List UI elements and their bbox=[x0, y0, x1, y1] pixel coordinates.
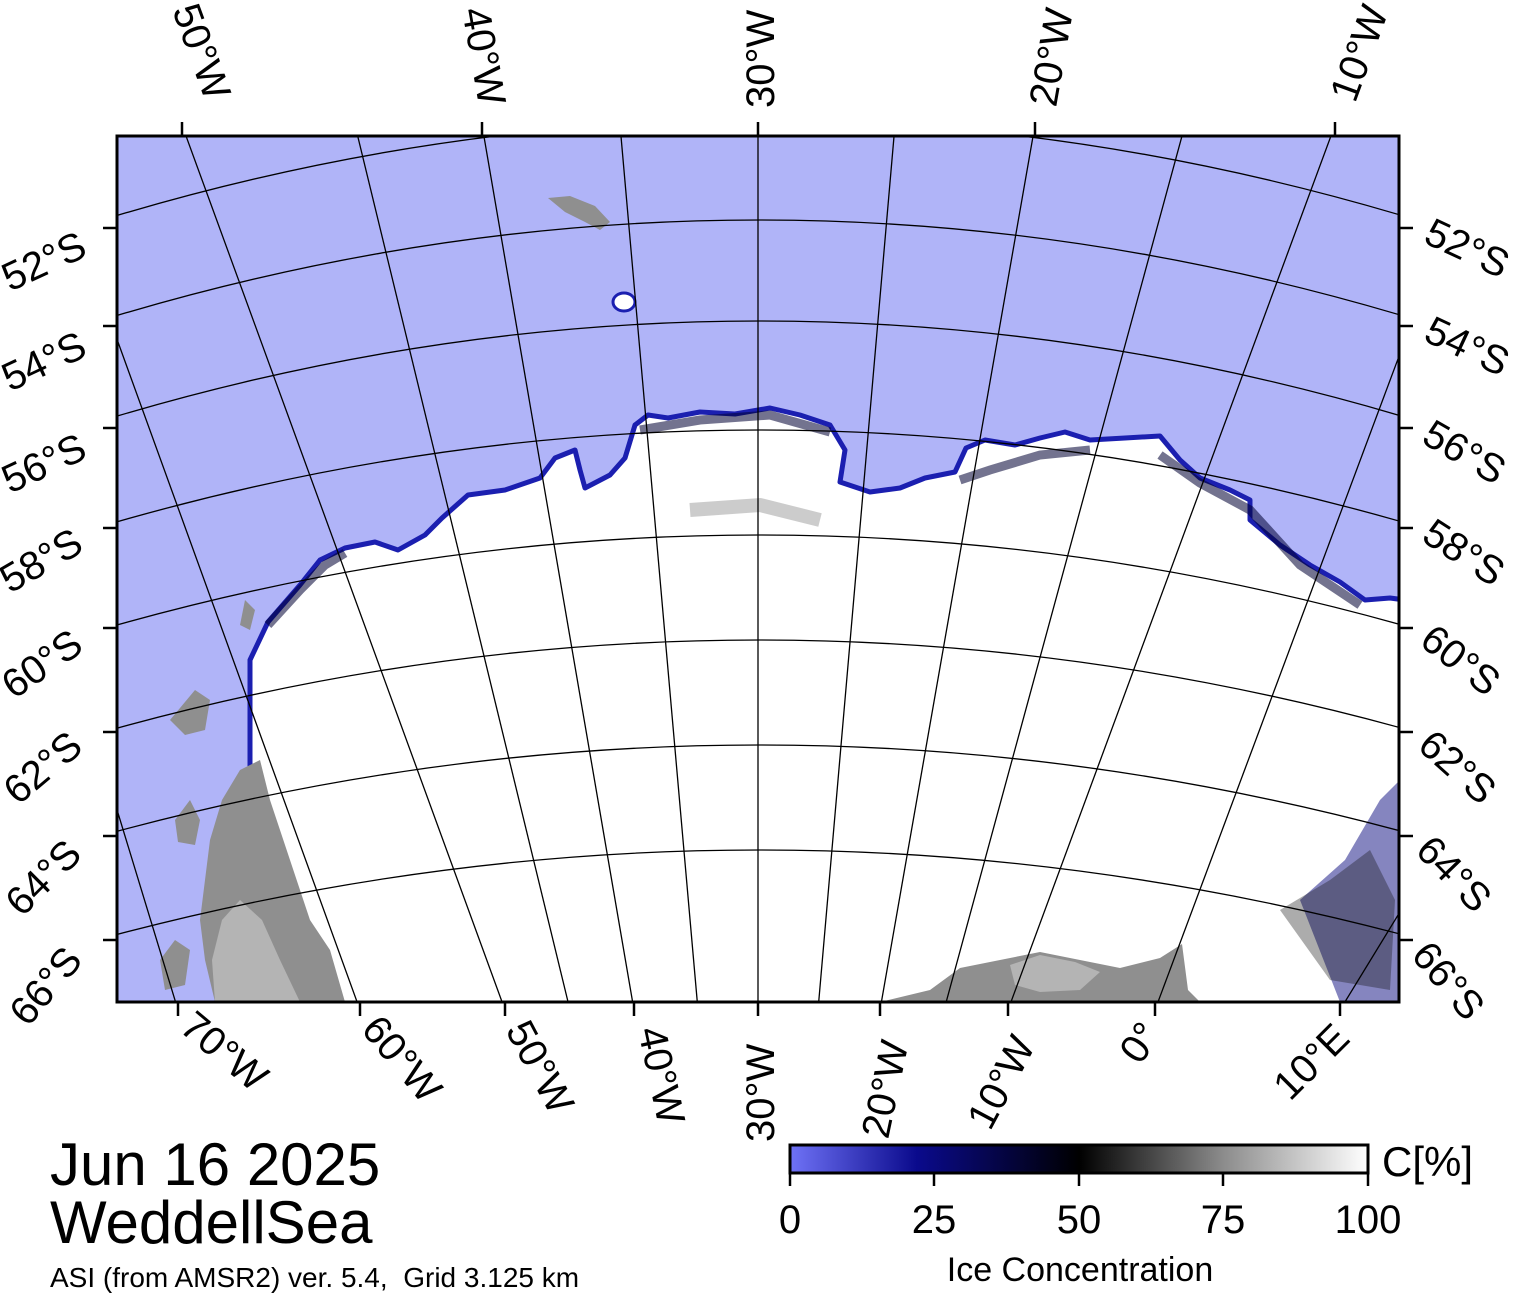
left-label-52S: 52°S bbox=[0, 223, 93, 300]
marginal-ice-east-dark bbox=[1280, 850, 1395, 990]
bottom-label-10W: 10°W bbox=[959, 1029, 1044, 1137]
left-label-66S: 66°S bbox=[1, 939, 91, 1034]
bottom-label-0: 0° bbox=[1111, 1015, 1169, 1072]
bottom-label-20W: 20°W bbox=[854, 1036, 918, 1141]
right-label-64S: 64°S bbox=[1408, 828, 1500, 921]
meridian-10W bbox=[1010, 136, 1332, 1002]
meridian-extra-1 bbox=[357, 136, 569, 1002]
colorbar-unit: C[%] bbox=[1382, 1138, 1474, 1185]
top-label-20W: 20°W bbox=[1022, 5, 1082, 110]
left-label-54S: 54°S bbox=[0, 323, 93, 400]
meridian-10E bbox=[1344, 912, 1399, 1002]
colorbar-tick-25: 25 bbox=[911, 1198, 957, 1242]
colorbar-tick-75: 75 bbox=[1200, 1198, 1246, 1242]
right-label-58S: 58°S bbox=[1415, 511, 1512, 595]
parallel-56S bbox=[117, 219, 1399, 317]
product-info: ASI (from AMSR2) ver. 5.4, Grid 3.125 km bbox=[50, 1262, 580, 1293]
top-label-30W: 30°W bbox=[739, 10, 783, 108]
right-label-56S: 56°S bbox=[1416, 412, 1513, 494]
colorbar-tick-100: 100 bbox=[1334, 1198, 1402, 1242]
colorbar-tick-0: 0 bbox=[778, 1198, 802, 1242]
bottom-label-30W: 30°W bbox=[739, 1044, 783, 1142]
left-label-56S: 56°S bbox=[0, 425, 93, 502]
colorbar bbox=[788, 1143, 1370, 1175]
sea-ice bbox=[247, 405, 1399, 1002]
top-label-40W: 40°W bbox=[453, 4, 513, 109]
parallel-58S bbox=[117, 320, 1399, 417]
meridian-50W bbox=[185, 136, 503, 1002]
peninsula-islands bbox=[160, 600, 255, 990]
dronning-maud-ice-shelf bbox=[1010, 955, 1100, 992]
left-label-64S: 64°S bbox=[0, 832, 90, 925]
parallel-62S bbox=[117, 534, 1399, 626]
right-label-62S: 62°S bbox=[1410, 722, 1504, 813]
meridian-0 bbox=[1157, 354, 1399, 1002]
meridian-40W bbox=[483, 136, 634, 1002]
meridian-70W bbox=[117, 807, 177, 1002]
parallel-64S bbox=[117, 639, 1399, 729]
colorbar-label: Ice Concentration bbox=[946, 1251, 1214, 1289]
meridian-60W bbox=[117, 337, 358, 1002]
right-label-60S: 60°S bbox=[1412, 616, 1508, 704]
bottom-label-60W: 60°W bbox=[353, 1008, 450, 1112]
south-sandwich-ice bbox=[611, 291, 637, 313]
parallel-68S bbox=[117, 849, 1399, 936]
left-label-62S: 62°S bbox=[0, 723, 91, 813]
parallel-60S bbox=[117, 429, 1399, 523]
left-label-58S: 58°S bbox=[0, 520, 90, 602]
marginal-ice-east bbox=[1300, 781, 1399, 1002]
top-label-50W: 50°W bbox=[164, 0, 239, 106]
meridian-extra-4 bbox=[945, 136, 1183, 1002]
bottom-label-40W: 40°W bbox=[629, 1023, 693, 1128]
region-name: WeddellSea bbox=[50, 1189, 373, 1256]
parallel-66S bbox=[117, 744, 1399, 833]
bottom-label-10E: 10°E bbox=[1265, 1016, 1358, 1109]
south-georgia bbox=[548, 196, 610, 230]
colorbar-tick-50: 50 bbox=[1056, 1198, 1102, 1242]
map-date: Jun 16 2025 bbox=[50, 1131, 381, 1198]
left-label-60S: 60°S bbox=[0, 621, 91, 707]
top-label-10W: 10°W bbox=[1322, 0, 1397, 107]
right-label-54S: 54°S bbox=[1418, 308, 1514, 385]
meridian-extra-2 bbox=[620, 136, 698, 1002]
ice-edge-marginal-zone bbox=[264, 410, 1363, 629]
bottom-label-70W: 70°W bbox=[172, 1003, 276, 1100]
peninsula-ice-shelf bbox=[212, 900, 300, 1002]
bottom-label-50W: 50°W bbox=[497, 1014, 582, 1122]
right-label-52S: 52°S bbox=[1418, 210, 1514, 287]
ice-lead bbox=[689, 497, 822, 527]
meridian-20W bbox=[880, 136, 1034, 1002]
meridian-extra-3 bbox=[818, 136, 895, 1002]
right-label-66S: 66°S bbox=[1403, 934, 1493, 1029]
